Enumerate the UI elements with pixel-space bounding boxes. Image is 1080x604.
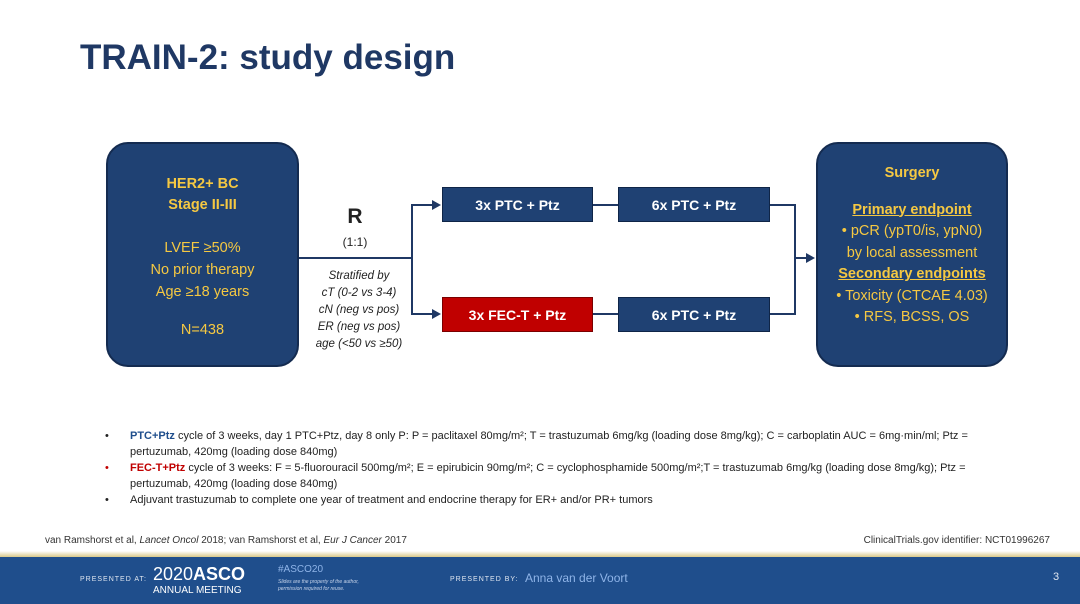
footer: PRESENTED AT: 2020ASCO ANNUAL MEETING #A… — [0, 557, 1080, 604]
page-number: 3 — [1053, 571, 1060, 583]
divider — [0, 551, 1080, 557]
population-line1: HER2+ BC — [166, 176, 239, 192]
arrow-icon — [806, 253, 815, 263]
connector — [794, 204, 796, 315]
disclaimer: Slides are the property of the author, — [278, 579, 359, 585]
connector — [411, 204, 433, 206]
connector — [299, 257, 413, 259]
note-text: cycle of 3 weeks: F = 5-fluorouracil 500… — [130, 462, 966, 490]
note-lead: FEC-T+Ptz — [130, 462, 186, 474]
arm-b-first: 3x FEC-T + Ptz — [442, 297, 593, 332]
randomization-label: R — [347, 205, 363, 228]
disclaimer: permission required for reuse. — [278, 586, 345, 592]
bullet: • — [105, 494, 109, 506]
bullet: • — [105, 430, 109, 442]
asco-logo: 2020ASCO — [153, 564, 246, 584]
primary-endpoint-heading: Primary endpoint — [852, 201, 972, 218]
stratification-heading: Stratified by — [328, 270, 390, 282]
connector — [593, 313, 618, 315]
bullet: • — [105, 462, 109, 474]
randomization-ratio: (1:1) — [342, 235, 368, 249]
references: van Ramshorst et al, Lancet Oncol 2018; … — [45, 535, 407, 546]
page-title: TRAIN-2: study design — [80, 38, 456, 77]
connector — [411, 204, 413, 315]
stratification-factor: ER (neg vs pos) — [317, 321, 401, 333]
connector — [794, 257, 808, 259]
connector — [770, 313, 796, 315]
presenter-name: Anna van der Voort — [525, 571, 628, 585]
secondary-endpoint-heading: Secondary endpoints — [838, 266, 986, 282]
secondary-endpoint: • Toxicity (CTCAE 4.03) — [836, 287, 988, 304]
connector — [770, 204, 796, 206]
stratification-factor: age (<50 vs ≥50) — [315, 338, 403, 350]
note-item: • PTC+Ptz cycle of 3 weeks, day 1 PTC+Ptz… — [105, 428, 975, 460]
connector — [411, 313, 433, 315]
arm-a-first: 3x PTC + Ptz — [442, 187, 593, 222]
note-item: • FEC-T+Ptz cycle of 3 weeks: F = 5-fluor… — [105, 460, 975, 492]
criterion: LVEF ≥50% — [164, 240, 241, 256]
arrow-icon — [432, 309, 441, 319]
primary-endpoint: by local assessment — [846, 244, 978, 261]
note-text: Adjuvant trastuzumab to complete one yea… — [130, 494, 653, 506]
population-box: HER2+ BC Stage II-III LVEF ≥50% No prior… — [106, 142, 299, 367]
stratification: Stratified by cT (0-2 vs 3-4) cN (neg vs… — [304, 268, 414, 353]
surgery-label: Surgery — [884, 165, 940, 181]
note-lead: PTC+Ptz — [130, 430, 175, 442]
arm-a-second: 6x PTC + Ptz — [618, 187, 770, 222]
note-text: cycle of 3 weeks, day 1 PTC+Ptz, day 8 o… — [130, 430, 968, 458]
criterion: Age ≥18 years — [155, 284, 250, 300]
asco-logo-sub: ANNUAL MEETING — [153, 585, 242, 596]
criterion: No prior therapy — [150, 262, 255, 278]
hashtag: #ASCO20 — [278, 564, 324, 575]
trial-identifier: ClinicalTrials.gov identifier: NCT019962… — [863, 535, 1050, 546]
population-line2: Stage II-III — [168, 197, 237, 213]
sample-size: N=438 — [180, 322, 225, 338]
secondary-endpoint: • RFS, BCSS, OS — [854, 309, 970, 325]
stratification-factor: cT (0-2 vs 3-4) — [321, 287, 397, 299]
outcome-box: Surgery Primary endpoint • pCR (ypT0/is,… — [816, 142, 1008, 367]
connector — [593, 204, 618, 206]
primary-endpoint: • pCR (ypT0/is, ypN0) — [841, 223, 983, 239]
note-item: • Adjuvant trastuzumab to complete one ye… — [105, 492, 975, 508]
arm-b-second: 6x PTC + Ptz — [618, 297, 770, 332]
presented-by-label: PRESENTED BY: — [450, 576, 519, 583]
stratification-factor: cN (neg vs pos) — [318, 304, 400, 316]
arrow-icon — [432, 200, 441, 210]
presented-at-label: PRESENTED AT: — [80, 576, 147, 583]
